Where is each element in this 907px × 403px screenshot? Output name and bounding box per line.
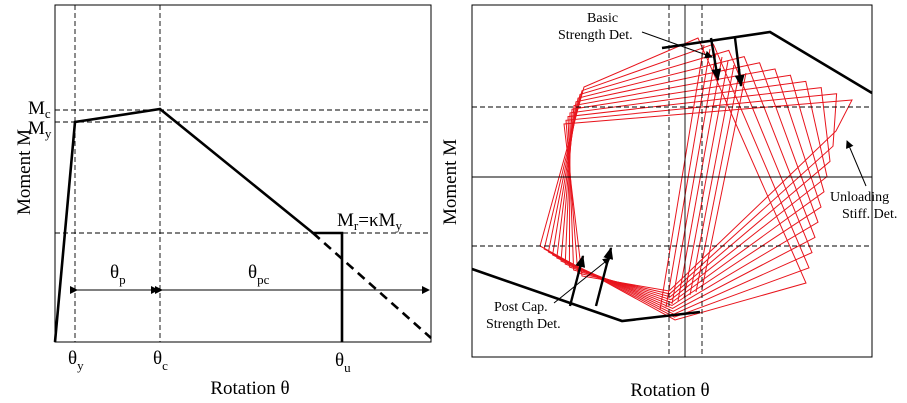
right-x-axis-title: Rotation θ [630, 380, 709, 401]
theta-pc-label: θpc [248, 262, 270, 287]
basic-strength-pointer-arrow [641, 31, 713, 59]
hysteresis-branch [683, 60, 729, 299]
basic-strength-arrow-1 [709, 37, 722, 81]
theta-y-label: θy [68, 348, 84, 373]
left-panel: Mc My Mr=κMy θp θpc θy θc θu Rotation θ … [14, 4, 432, 399]
hysteresis-branch [659, 44, 705, 311]
hysteresis-loop [547, 49, 813, 315]
post-cap-label-line2: Strength Det. [486, 317, 561, 332]
right-panel: Basic Strength Det. Unloading Stiff. Det… [440, 4, 897, 401]
right-backbone-lower [471, 267, 701, 323]
hysteresis-loop [556, 62, 819, 309]
mr-label: Mr=κMy [337, 210, 402, 233]
theta-c-label: θc [153, 348, 168, 373]
left-post-capping-extension [312, 232, 432, 339]
hysteresis-branch [689, 64, 735, 296]
left-backbone-curve [53, 107, 344, 343]
hysteresis-loops [539, 37, 853, 321]
mc-label: Mc [28, 98, 51, 121]
left-plot-frame [54, 4, 432, 343]
basic-strength-label-line1: Basic [587, 11, 618, 26]
right-reference-lines [472, 5, 872, 357]
basic-strength-label-line2: Strength Det. [558, 28, 633, 43]
hysteresis-branch [695, 68, 741, 293]
right-plot-frame [471, 4, 873, 358]
unloading-label-line1: Unloading [830, 190, 889, 205]
hysteresis-branch [665, 48, 711, 308]
post-cap-arrow-1 [568, 255, 586, 307]
right-backbone-upper [661, 30, 873, 95]
basic-strength-arrow-2 [733, 37, 745, 87]
post-cap-pointer-arrow [553, 257, 611, 304]
unloading-label-line2: Stiff. Det. [842, 207, 897, 222]
theta-p-label: θp [110, 262, 126, 287]
my-label: My [28, 118, 52, 141]
left-x-axis-title: Rotation θ [210, 378, 289, 399]
hysteresis-loop [563, 99, 853, 292]
unloading-pointer-arrow [846, 140, 867, 187]
hysteresis-loop [543, 43, 810, 318]
right-y-axis-title: Moment M [440, 139, 461, 225]
post-cap-label-line1: Post Cap. [494, 300, 548, 315]
hysteresis-loop [564, 74, 825, 304]
post-cap-arrow-2 [594, 247, 614, 307]
hysteresis-branch [701, 72, 747, 290]
left-y-axis-title: Moment M [14, 129, 35, 215]
hysteresis-loop [539, 37, 807, 321]
hysteresis-branch [671, 52, 717, 305]
theta-u-label: θu [335, 350, 351, 375]
left-reference-lines [55, 5, 431, 342]
hysteresis-loop [560, 68, 822, 307]
